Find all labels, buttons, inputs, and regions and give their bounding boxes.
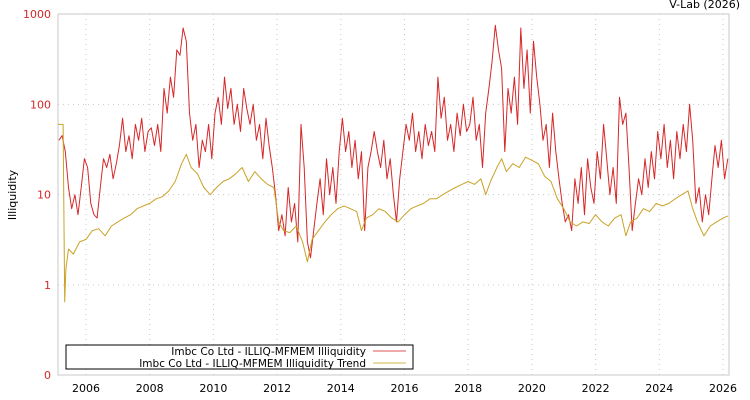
- y-tick-label: 1000: [23, 8, 51, 21]
- x-tick-label: 2006: [72, 382, 100, 395]
- source-credit: V-Lab (2026): [669, 0, 740, 11]
- y-tick-label: 1: [44, 279, 51, 292]
- plot-area: [57, 13, 730, 376]
- x-tick-label: 2020: [518, 382, 546, 395]
- y-tick-label: 0: [44, 369, 51, 382]
- x-tick-label: 2018: [454, 382, 482, 395]
- illiquidity-trend-line: [58, 123, 729, 303]
- legend-label-illiquidity: Imbc Co Ltd - ILLIQ-MFMEM Illiquidity: [171, 346, 366, 358]
- legend-label-trend: Imbc Co Ltd - ILLIQ-MFMEM Illiquidity Tr…: [139, 358, 366, 370]
- y-tick-label: 100: [30, 98, 51, 111]
- x-tick-label: 2008: [136, 382, 164, 395]
- x-tick-label: 2010: [199, 382, 227, 395]
- legend-box: [65, 344, 414, 370]
- x-tick-label: 2012: [263, 382, 291, 395]
- x-tick-label: 2014: [327, 382, 355, 395]
- illiquidity-line: [58, 24, 729, 259]
- x-axis-ticks: 2006 2008 2010 2012 2014 2016 2018 2020 2022 2024…: [72, 382, 737, 395]
- y-axis-label: Illiquidity: [6, 169, 19, 220]
- x-tick-label: 2024: [645, 382, 673, 395]
- x-tick-label: 2026: [709, 382, 737, 395]
- x-tick-label: 2022: [582, 382, 610, 395]
- x-tick-label: 2016: [391, 382, 419, 395]
- legend: Imbc Co Ltd - ILLIQ-MFMEM Illiquidity Im…: [65, 344, 414, 370]
- series-lines: [58, 24, 729, 303]
- y-tick-label: 10: [37, 189, 51, 202]
